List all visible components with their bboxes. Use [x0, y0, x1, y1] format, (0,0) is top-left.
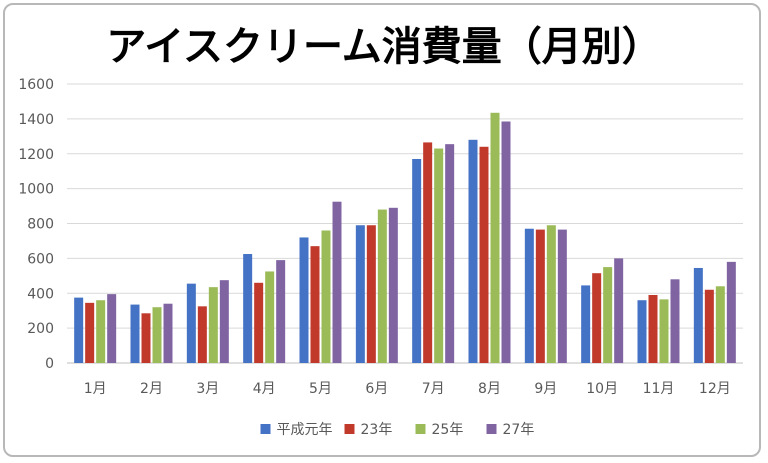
bar — [254, 282, 264, 363]
y-tick-label: 600 — [27, 251, 54, 267]
bar — [501, 121, 511, 363]
bar — [141, 313, 151, 363]
y-tick-label: 1000 — [18, 182, 54, 198]
bar — [276, 260, 286, 363]
bar — [321, 230, 331, 363]
bar — [85, 302, 95, 363]
x-tick-label: 7月 — [422, 381, 445, 397]
bar — [637, 300, 647, 363]
x-tick-label: 12月 — [699, 381, 731, 397]
bar — [546, 225, 556, 363]
bar — [445, 144, 455, 363]
bar — [152, 307, 162, 363]
bar — [535, 229, 545, 363]
bar — [163, 303, 173, 363]
legend-label: 23年 — [361, 422, 393, 438]
legend-swatch — [260, 424, 271, 434]
bars — [74, 112, 736, 363]
bar — [670, 279, 680, 363]
x-tick-label: 3月 — [196, 381, 219, 397]
bar — [299, 237, 309, 363]
bar — [614, 258, 624, 363]
bar — [479, 146, 489, 363]
bar — [412, 158, 422, 363]
y-tick-label: 0 — [45, 356, 54, 372]
bar — [96, 300, 106, 363]
bar — [130, 304, 140, 363]
legend-label: 27年 — [503, 422, 535, 438]
legend-label: 25年 — [432, 422, 464, 438]
bar — [693, 267, 703, 363]
x-tick-label: 11月 — [643, 381, 675, 397]
y-tick-label: 200 — [27, 321, 54, 337]
bar — [726, 261, 736, 363]
bar — [332, 201, 342, 363]
legend-swatch — [415, 424, 426, 434]
bar — [648, 294, 658, 363]
y-tick-label: 1600 — [18, 77, 54, 93]
bar — [423, 142, 433, 363]
y-tick-label: 1400 — [18, 112, 54, 128]
bar — [603, 267, 613, 363]
bar — [704, 289, 714, 363]
bar — [107, 294, 117, 363]
bar — [219, 280, 229, 363]
bar — [490, 112, 500, 363]
x-tick-label: 9月 — [534, 381, 557, 397]
legend-swatch — [344, 424, 355, 434]
bar — [310, 246, 320, 363]
x-tick-label: 6月 — [365, 381, 388, 397]
bar — [715, 286, 725, 363]
bar — [557, 229, 567, 363]
legend-swatch — [486, 424, 497, 434]
y-tick-label: 1200 — [18, 147, 54, 163]
y-tick-label: 800 — [27, 217, 54, 233]
legend: 平成元年 23年 25年 27年 — [260, 422, 535, 438]
bar — [434, 148, 444, 363]
bar — [355, 225, 365, 363]
bar — [581, 285, 591, 363]
bar — [186, 283, 196, 363]
x-axis-ticks: 1月 2月 3月 4月 5月 6月 7月 8月 9月 10月 11月 12月 — [84, 381, 731, 397]
bar — [197, 306, 207, 363]
bar — [377, 209, 387, 363]
gridlines — [67, 83, 743, 364]
bar — [524, 228, 534, 363]
bar — [388, 207, 398, 363]
bar — [243, 254, 253, 363]
bar — [592, 273, 602, 363]
x-tick-label: 2月 — [140, 381, 163, 397]
bar — [208, 287, 218, 363]
bar — [659, 299, 669, 363]
bar — [265, 271, 275, 363]
bar — [366, 225, 376, 363]
y-axis-ticks: 0 200 400 600 800 1000 1200 1400 1600 — [18, 77, 54, 372]
x-tick-label: 8月 — [478, 381, 501, 397]
chart-title: アイスクリーム消費量（月別） — [106, 24, 662, 70]
bar — [468, 139, 478, 363]
bar — [74, 297, 84, 363]
x-tick-label: 5月 — [309, 381, 332, 397]
x-tick-label: 4月 — [253, 381, 276, 397]
x-tick-label: 10月 — [586, 381, 618, 397]
legend-label: 平成元年 — [277, 422, 333, 438]
x-tick-label: 1月 — [84, 381, 107, 397]
y-tick-label: 400 — [27, 286, 54, 302]
